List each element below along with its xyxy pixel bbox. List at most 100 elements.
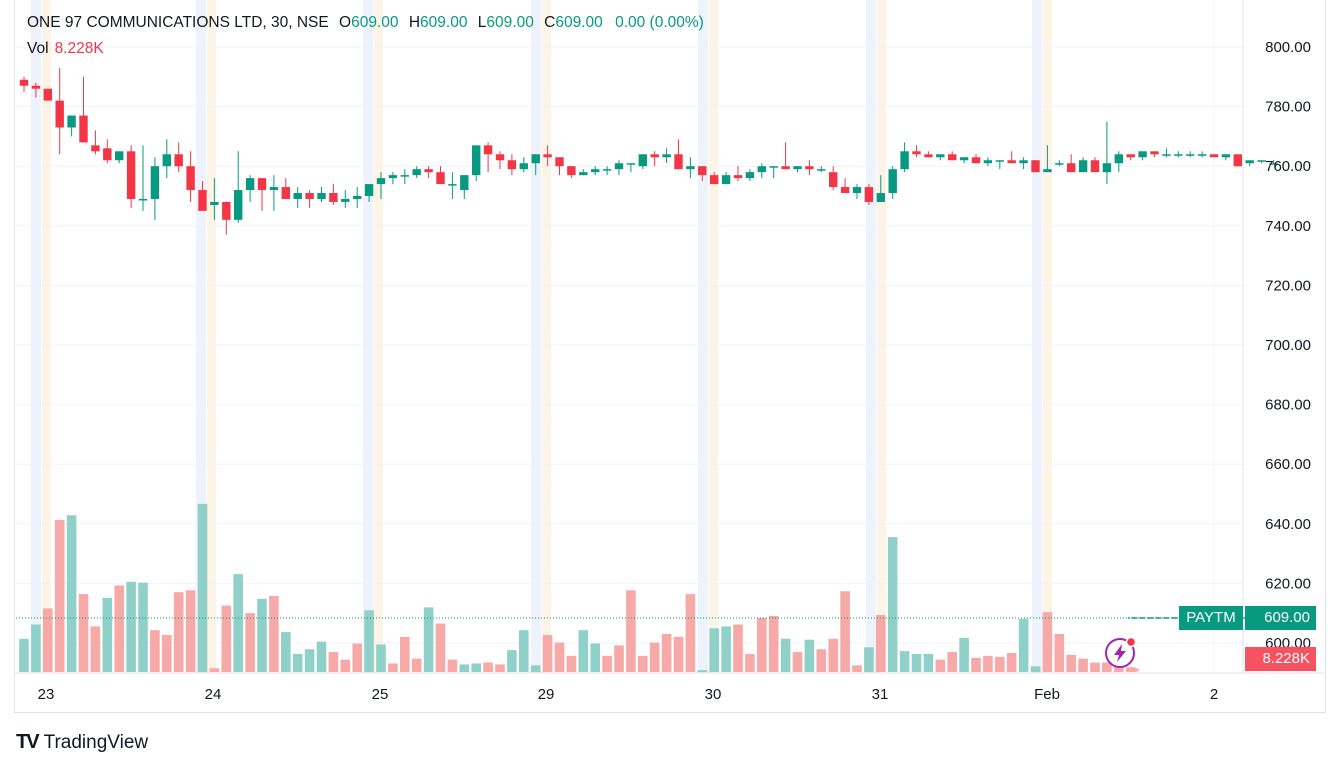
- volume-label: Vol: [27, 40, 49, 57]
- volume-bar: [983, 655, 993, 672]
- candle-body: [959, 157, 969, 161]
- volume-bar: [638, 655, 648, 672]
- candle-body: [1257, 160, 1266, 162]
- candle-body: [507, 160, 517, 170]
- volume-bar: [792, 652, 803, 672]
- candle-body: [245, 178, 255, 191]
- volume-bar: [685, 594, 696, 672]
- volume-bar: [245, 613, 255, 672]
- candle-body: [912, 151, 921, 155]
- candle-body: [150, 166, 160, 199]
- candle-body: [995, 160, 1004, 162]
- low-label: L: [477, 14, 487, 31]
- price-tick-label: 780.00: [1265, 99, 1311, 116]
- candle-body: [579, 172, 588, 176]
- candle-body: [79, 115, 88, 143]
- price-tick-label: 620.00: [1265, 575, 1311, 592]
- branding[interactable]: TV TradingView: [16, 731, 148, 754]
- ticker-tag: PAYTM: [1179, 606, 1243, 630]
- candle-body: [555, 157, 564, 167]
- session-band: [207, 0, 216, 673]
- volume-bar: [614, 645, 624, 672]
- close-label: C: [544, 14, 556, 31]
- candle-body: [864, 187, 874, 202]
- candle-body: [1186, 154, 1195, 156]
- volume-bar: [411, 658, 422, 672]
- candle-body: [1209, 154, 1219, 158]
- volume-bar: [102, 597, 113, 672]
- candle-body: [234, 190, 243, 220]
- candle-body: [317, 193, 326, 199]
- candlesticks: [19, 67, 1282, 619]
- volume-bar: [162, 634, 172, 672]
- price-tick-label: 760.00: [1265, 158, 1311, 175]
- session-band: [31, 0, 41, 673]
- candle-body: [1031, 160, 1040, 173]
- volume-value: 8.228K: [54, 40, 104, 57]
- ohlc-legend: ONE 97 COMMUNICATIONS LTD, 30, NSE O609.…: [27, 14, 704, 32]
- volume-bar: [590, 643, 600, 672]
- price-tick-label: 800.00: [1265, 39, 1311, 56]
- volume-bar: [852, 665, 862, 672]
- candle-body: [495, 154, 505, 161]
- time-tick-label: 2: [1210, 686, 1218, 703]
- candle-body: [103, 148, 112, 161]
- lightning-icon[interactable]: [1105, 636, 1137, 668]
- session-band: [1032, 0, 1042, 673]
- chart-frame[interactable]: [14, 0, 1326, 713]
- volume-bar: [1042, 612, 1053, 672]
- time-tick-label: 30: [705, 686, 722, 703]
- volume-bar: [328, 652, 339, 672]
- volume-bar: [887, 537, 898, 672]
- candle-body: [900, 151, 909, 170]
- candle-body: [852, 187, 862, 194]
- time-axis: 23 24 25 29 30 31 Feb 2: [38, 686, 1219, 703]
- candle-body: [817, 169, 826, 171]
- candle-body: [602, 169, 612, 171]
- volume-bar: [138, 582, 148, 672]
- volume-bar: [209, 668, 220, 672]
- candle-body: [424, 169, 433, 173]
- session-band: [698, 0, 708, 673]
- volume-bar: [721, 626, 731, 672]
- candle-body: [983, 160, 993, 164]
- volume-bar: [1102, 662, 1112, 672]
- volume-legend[interactable]: Vol 8.228K: [27, 40, 104, 58]
- price-tick-label: 660.00: [1265, 456, 1311, 473]
- session-band: [363, 0, 373, 673]
- candle-body: [293, 193, 302, 199]
- volume-bar: [804, 639, 815, 672]
- volume-bar: [1030, 666, 1041, 672]
- candle-body: [971, 157, 981, 164]
- candle-body: [388, 175, 398, 179]
- candle-body: [305, 193, 314, 199]
- volume-tag: 8.228K: [1245, 647, 1316, 671]
- low-value: 609.00: [486, 14, 534, 31]
- volume-bar: [66, 515, 77, 672]
- volume-bar: [971, 657, 981, 672]
- candle-body: [519, 163, 528, 170]
- volume-bar: [816, 649, 827, 672]
- candle-body: [222, 201, 231, 220]
- time-tick-label: 23: [38, 686, 55, 703]
- volume-bar: [435, 623, 446, 672]
- candle-body: [31, 85, 41, 89]
- volume-bar: [578, 630, 589, 672]
- volume-bar: [1066, 654, 1076, 672]
- candle-body: [1162, 154, 1171, 156]
- session-band: [866, 0, 876, 673]
- volume-bar: [54, 520, 65, 672]
- candle-body: [186, 166, 195, 191]
- volume-bar: [947, 652, 957, 672]
- candle-body: [329, 193, 338, 202]
- volume-bar: [233, 574, 243, 672]
- volume-bar: [1054, 634, 1065, 672]
- volume-bar: [530, 665, 541, 672]
- symbol-title[interactable]: ONE 97 COMMUNICATIONS LTD, 30, NSE: [27, 14, 329, 31]
- candle-body: [638, 154, 647, 167]
- volume-bar: [31, 624, 41, 672]
- tradingview-logo-icon: TV: [16, 731, 40, 753]
- volume-bar: [471, 663, 481, 672]
- candle-body: [721, 175, 731, 185]
